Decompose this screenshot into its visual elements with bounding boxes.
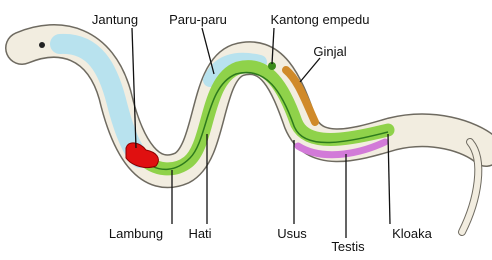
- pointer-line: [300, 58, 320, 82]
- label: Testis: [331, 239, 365, 254]
- label: Jantung: [92, 12, 138, 27]
- label: Kantong empedu: [270, 12, 369, 27]
- label: Kloaka: [392, 226, 433, 241]
- label: Hati: [188, 226, 211, 241]
- eye: [39, 42, 45, 48]
- label: Usus: [277, 226, 307, 241]
- label: Lambung: [109, 226, 163, 241]
- snake-anatomy-diagram: Jantung Paru-paru Kantong empedu Ginjal …: [0, 0, 492, 255]
- label: Ginjal: [313, 44, 346, 59]
- label: Paru-paru: [169, 12, 227, 27]
